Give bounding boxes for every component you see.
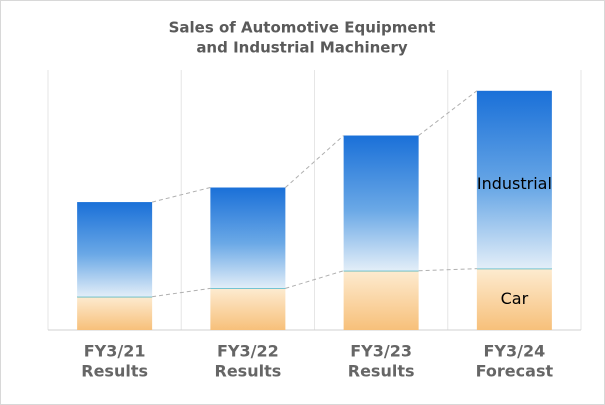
- bar-segment: [210, 187, 286, 289]
- connector: [152, 187, 211, 203]
- x-tick-label: Results: [215, 362, 282, 381]
- connector: [285, 270, 344, 289]
- x-tick-label: FY3/22: [217, 342, 279, 361]
- series-label: Car: [501, 289, 529, 308]
- bar-segment: [476, 268, 552, 330]
- x-tick-label: FY3/23: [350, 342, 412, 361]
- bar-segment: [343, 270, 419, 330]
- chart-title: Sales of Automotive Equipment: [169, 19, 436, 37]
- plot: FY3/21ResultsFY3/22ResultsFY3/23ResultsC…: [47, 70, 582, 381]
- bar-segment: [343, 135, 419, 271]
- connector: [418, 268, 477, 272]
- series-label: Industrial: [477, 174, 552, 193]
- bar-segment: [476, 90, 552, 269]
- x-tick-label: FY3/24: [483, 342, 545, 361]
- chart-title: and Industrial Machinery: [196, 39, 408, 57]
- connector: [418, 90, 478, 136]
- x-tick-label: Results: [348, 362, 415, 381]
- x-tick-label: FY3/21: [84, 342, 146, 361]
- bar-segment: [77, 296, 153, 330]
- connector: [152, 287, 211, 298]
- bar-segment: [210, 288, 286, 330]
- connector: [285, 135, 344, 188]
- bar-segment: [77, 202, 153, 297]
- x-tick-label: Results: [81, 362, 148, 381]
- x-tick-label: Forecast: [476, 362, 554, 381]
